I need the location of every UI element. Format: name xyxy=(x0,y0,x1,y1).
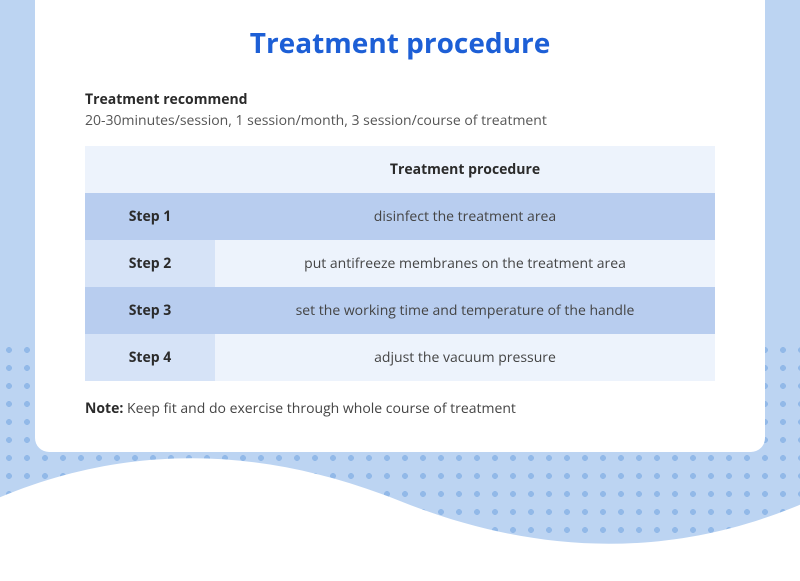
table-header-row: Treatment procedure xyxy=(85,146,715,193)
step-label: Step 4 xyxy=(85,334,215,381)
table-row: Step 1 disinfect the treatment area xyxy=(85,193,715,240)
step-desc: disinfect the treatment area xyxy=(215,193,715,240)
table-header-main: Treatment procedure xyxy=(215,146,715,193)
table-row: Step 4 adjust the vacuum pressure xyxy=(85,334,715,381)
recommend-text: 20-30minutes/session, 1 session/month, 3… xyxy=(85,111,715,130)
step-desc: set the working time and temperature of … xyxy=(215,287,715,334)
page-title: Treatment procedure xyxy=(85,24,715,62)
table-row: Step 3 set the working time and temperat… xyxy=(85,287,715,334)
step-label: Step 2 xyxy=(85,240,215,287)
recommend-label: Treatment recommend xyxy=(85,90,715,109)
step-label: Step 3 xyxy=(85,287,215,334)
step-label: Step 1 xyxy=(85,193,215,240)
step-desc: put antifreeze membranes on the treatmen… xyxy=(215,240,715,287)
procedure-table: Treatment procedure Step 1 disinfect the… xyxy=(85,146,715,381)
wave-decoration xyxy=(0,401,800,581)
table-header-blank xyxy=(85,146,215,193)
step-desc: adjust the vacuum pressure xyxy=(215,334,715,381)
table-row: Step 2 put antifreeze membranes on the t… xyxy=(85,240,715,287)
content-card: Treatment procedure Treatment recommend … xyxy=(35,0,765,452)
